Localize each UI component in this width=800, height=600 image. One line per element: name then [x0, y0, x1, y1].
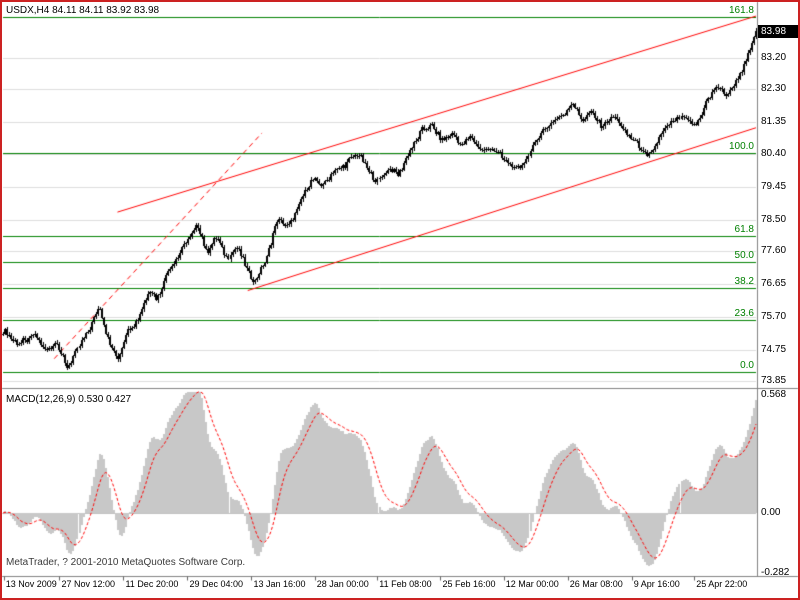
- macd-indicator-label: MACD(12,26,9) 0.530 0.427: [6, 394, 132, 405]
- price-axis-label: 82.30: [761, 82, 787, 94]
- price-axis-label: 83.20: [761, 51, 787, 63]
- price-axis-label: 75.70: [761, 310, 787, 322]
- time-axis-label: 11 Dec 20:00: [125, 579, 179, 589]
- time-axis-label: 25 Apr 22:00: [696, 579, 748, 589]
- price-axis-label: 81.35: [761, 115, 787, 127]
- copyright-text: MetaTrader, ? 2001-2010 MetaQuotes Softw…: [6, 557, 246, 568]
- price-axis-label: 80.40: [761, 148, 787, 160]
- time-axis-label: 27 Nov 12:00: [61, 579, 116, 589]
- price-axis-label: 76.65: [761, 278, 787, 289]
- macd-axis-label: -0.282: [761, 567, 790, 578]
- price-axis-label: 78.50: [761, 214, 787, 226]
- time-axis-label: 12 Mar 00:00: [505, 579, 559, 589]
- fib-level-label: 100.0: [728, 140, 754, 152]
- fib-level-label: 38.2: [734, 276, 754, 288]
- time-axis-label: 11 Feb 08:00: [379, 579, 432, 589]
- time-axis-label: 9 Apr 16:00: [633, 579, 680, 589]
- fib-level-label: 161.8: [728, 5, 754, 17]
- time-axis-label: 26 Mar 08:00: [569, 579, 623, 589]
- fib-level-label: 50.0: [734, 250, 754, 262]
- price-axis-label: 74.75: [761, 343, 787, 355]
- time-axis-label: 13 Nov 2009: [5, 579, 57, 589]
- fib-level-label: 23.6: [734, 307, 754, 319]
- price-axis-label: 73.85: [761, 374, 787, 386]
- time-axis-label: 29 Dec 04:00: [189, 579, 244, 589]
- time-axis-label: 13 Jan 16:00: [253, 579, 306, 589]
- chart-symbol-title: USDX,H4 84.11 84.11 83.92 83.98: [6, 5, 160, 16]
- price-axis-label: 79.45: [761, 181, 787, 193]
- time-axis-label: 25 Feb 16:00: [442, 579, 496, 589]
- price-axis-label: 77.60: [761, 245, 787, 257]
- macd-axis-label: 0.568: [761, 389, 787, 400]
- macd-axis-label: 0.00: [761, 506, 781, 518]
- fib-level-label: 0.0: [740, 359, 754, 371]
- current-price-badge: 83.98: [758, 24, 800, 38]
- time-axis-label: 28 Jan 00:00: [316, 579, 369, 589]
- fib-level-label: 61.8: [734, 224, 754, 236]
